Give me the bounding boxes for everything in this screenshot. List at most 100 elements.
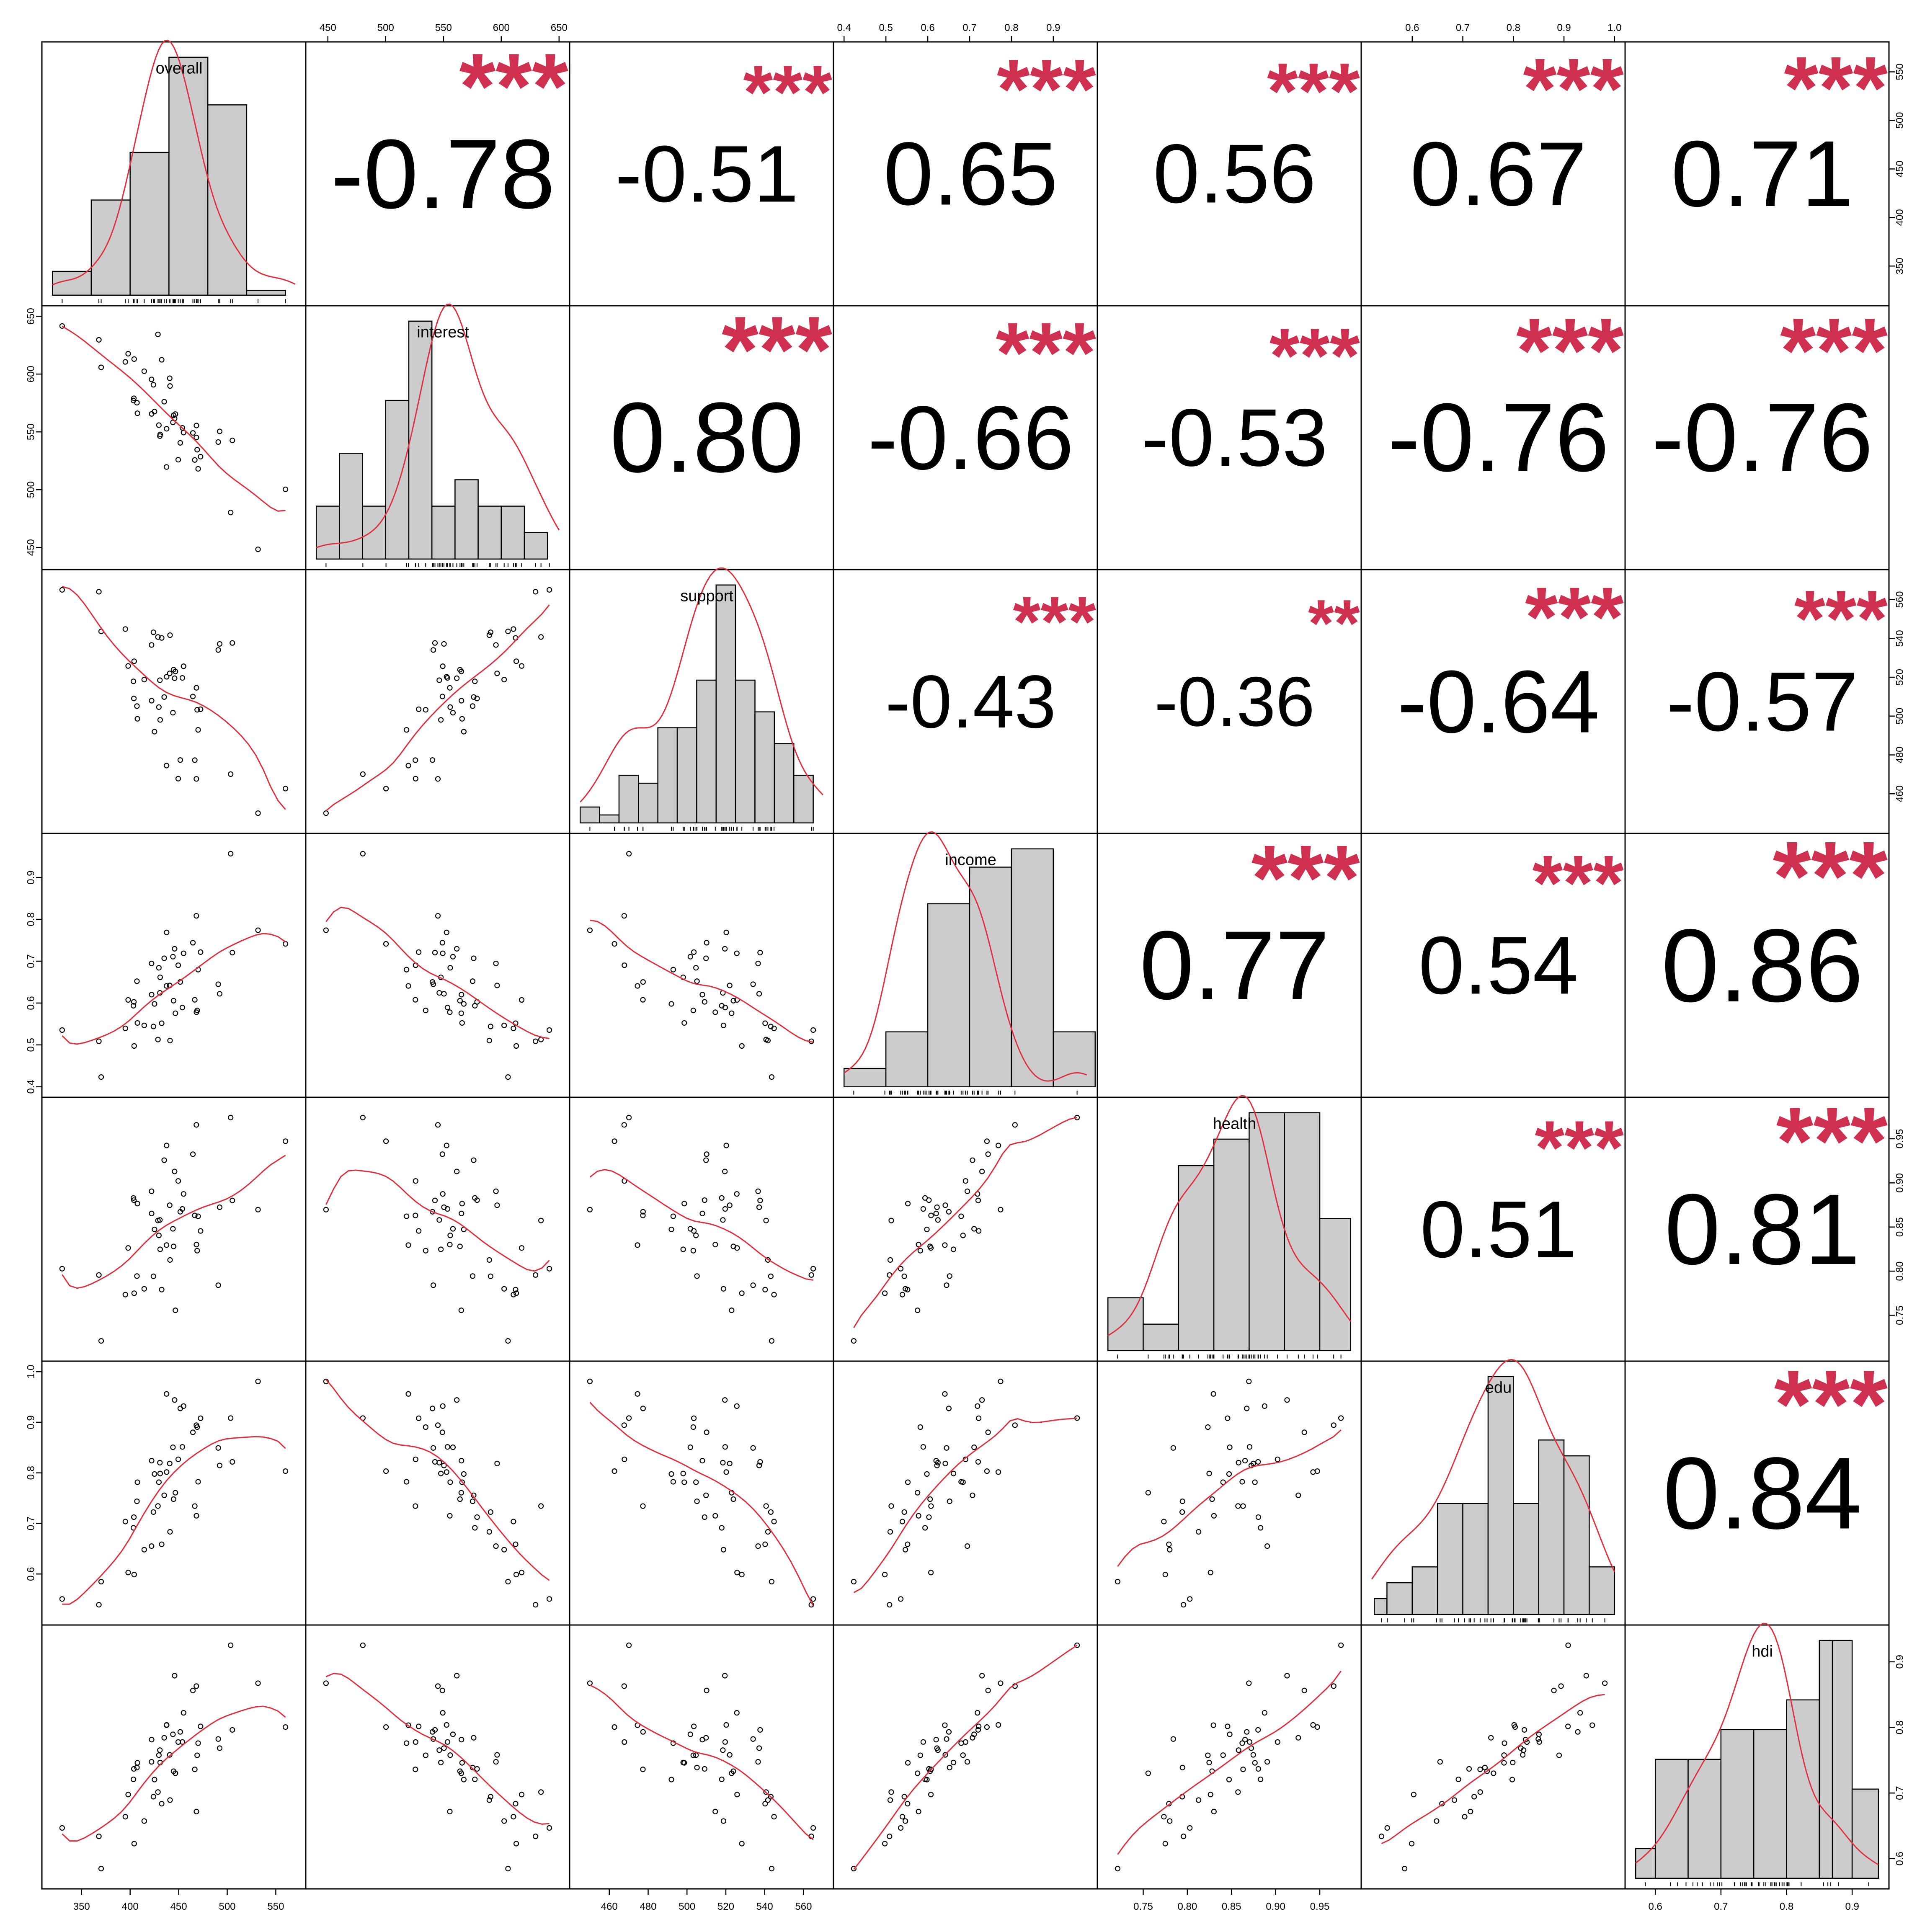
scatter-point	[996, 1722, 1001, 1728]
scatter-point	[927, 1496, 933, 1502]
scatter-point	[690, 1248, 696, 1254]
scatter-point	[170, 998, 176, 1003]
scatter-point	[131, 1290, 137, 1296]
scatter-point	[687, 1444, 693, 1450]
scatter-point	[730, 1496, 736, 1502]
scatter-point	[768, 1509, 774, 1515]
smooth-line	[325, 1169, 550, 1272]
scatter-point	[1225, 1723, 1231, 1729]
scatter-point	[157, 1470, 163, 1476]
scatter-point	[1577, 1710, 1583, 1716]
significance-stars: ***	[1784, 38, 1888, 137]
scatter-point	[1255, 1459, 1261, 1465]
scatter-point	[436, 1747, 442, 1753]
scatter-point	[1145, 1770, 1151, 1776]
scatter-point	[1226, 1471, 1232, 1477]
histogram-bar	[1178, 1165, 1215, 1352]
panel-edu-hdi: 0.84***	[1624, 1350, 1890, 1626]
scatter-point	[195, 1740, 201, 1746]
scatter-point	[458, 1490, 464, 1496]
scatter-point	[435, 776, 441, 782]
scatter-point	[156, 1233, 162, 1238]
scatter-point	[612, 1724, 617, 1730]
scatter-point	[404, 1479, 410, 1485]
scatter-point	[457, 998, 463, 1003]
scatter-point	[447, 965, 453, 971]
scatter-point	[131, 1043, 137, 1049]
scatter-point	[734, 1710, 740, 1716]
scatter-point	[459, 1458, 464, 1464]
scatter-point	[1477, 1767, 1483, 1772]
scatter-point	[1468, 1808, 1473, 1815]
scatter-point	[505, 1866, 511, 1872]
scatter-point	[96, 1602, 102, 1608]
scatter-point	[131, 356, 137, 362]
scatter-point	[958, 1740, 964, 1746]
smooth-line	[325, 1673, 550, 1825]
scatter-point	[851, 1579, 857, 1585]
scatter-point	[970, 1492, 975, 1498]
histogram-bar	[408, 320, 433, 560]
smooth-line	[62, 1436, 286, 1605]
scatter-point	[150, 1794, 156, 1800]
scatter-point	[1331, 1683, 1337, 1689]
axis-tick-label: 0.8	[1004, 22, 1018, 34]
scatter-point	[164, 1143, 170, 1148]
scatter-point	[962, 1739, 968, 1745]
axis-tick-label: 450	[170, 1901, 187, 1912]
significance-stars: ***	[1516, 299, 1624, 402]
scatter-point	[430, 1445, 436, 1451]
scatter-point	[694, 978, 700, 984]
scatter-point	[444, 1722, 449, 1728]
scatter-point	[164, 674, 170, 680]
scatter-point	[413, 1739, 418, 1745]
scatter-point	[323, 1680, 329, 1686]
variable-label: health	[1213, 1115, 1257, 1133]
scatter-point	[98, 1338, 104, 1344]
scatter-point	[423, 1752, 428, 1758]
scatter-point	[157, 431, 163, 437]
correlation-value: 0.81	[1664, 1173, 1860, 1285]
scatter-point	[173, 1490, 178, 1496]
scatter-point	[670, 1213, 676, 1219]
scatter-point	[459, 698, 464, 704]
panel-health-health: health	[1097, 1095, 1362, 1362]
scatter-point	[96, 1272, 102, 1278]
scatter-point	[131, 1766, 137, 1772]
scatter-point	[905, 1801, 911, 1807]
scatter-point	[1242, 1737, 1248, 1743]
scatter-point	[757, 949, 763, 956]
scatter-point	[152, 1471, 157, 1477]
scatter-point	[942, 1460, 948, 1466]
scatter-point	[1509, 1777, 1515, 1782]
scatter-point	[810, 1266, 816, 1272]
scatter-point	[898, 1825, 904, 1831]
scatter-point	[161, 1735, 167, 1741]
scatter-point	[703, 1492, 709, 1498]
panel-frame	[1097, 1360, 1362, 1626]
axis-tick-label: 650	[551, 22, 568, 34]
panel-frame	[305, 569, 570, 834]
axis-tick-label: 0.90	[1894, 1173, 1906, 1193]
panel-hdi-hdi: hdi	[1624, 1622, 1890, 1890]
scatter-point	[687, 954, 693, 960]
scatter-point	[170, 1496, 176, 1502]
scatter-point	[680, 1246, 686, 1252]
scatter-point	[493, 642, 499, 648]
scatter-point	[59, 1596, 65, 1602]
scatter-point	[1411, 1792, 1417, 1798]
axis-tick-label: 400	[122, 1901, 139, 1912]
scatter-point	[192, 1212, 198, 1218]
scatter-point	[1248, 1463, 1254, 1468]
scatter-point	[640, 1729, 646, 1735]
scatter-point	[640, 997, 646, 1003]
scatter-point	[472, 1195, 478, 1201]
scatter-point	[472, 1776, 478, 1782]
histogram-bar	[969, 867, 1012, 1088]
scatter-point	[405, 1391, 411, 1397]
panel-frame	[569, 1096, 834, 1362]
scatter-point	[755, 960, 761, 967]
scatter-point	[722, 1397, 728, 1403]
axis-tick-label: 520	[1894, 669, 1906, 686]
scatter-point	[917, 1248, 923, 1254]
